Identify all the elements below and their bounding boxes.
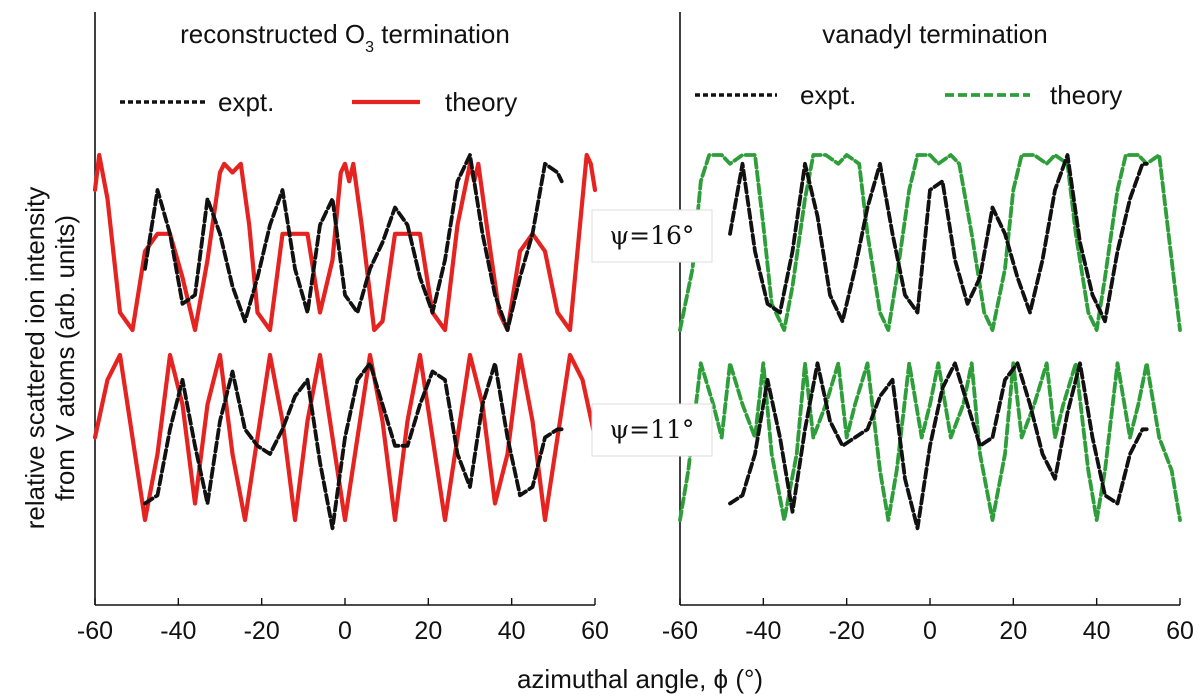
panel-o3: -60 -40 -20 0 20 40 60 reconstructed O3 termina… <box>77 12 609 645</box>
o3-legend-label: theory <box>445 87 517 117</box>
psi-16-label: ψ=16° <box>591 209 713 263</box>
o3-x-tick-label: -60 <box>77 617 113 645</box>
y-axis-title-line-2: from V atoms (arb. units) <box>50 215 80 501</box>
vanadyl-x-tick-label: 20 <box>999 617 1027 645</box>
o3-psi16-theory-line <box>92 152 598 333</box>
o3-panel-title: reconstructed O3 termination <box>180 19 510 56</box>
psi-16-text: ψ=16° <box>610 221 695 250</box>
vanadyl-legend-label: theory <box>1050 80 1122 110</box>
vanadyl-x-tick-label: 0 <box>923 617 937 645</box>
o3-psi11-theory-line <box>92 352 598 523</box>
y-axis-title-line-1: relative scattered ion intensity <box>20 187 50 530</box>
o3-x-tick-label: -20 <box>244 617 280 645</box>
vanadyl-psi16-theory-line <box>678 153 1182 332</box>
vanadyl-psi11-expt-line <box>728 361 1149 531</box>
vanadyl-panel-title: vanadyl termination <box>822 19 1047 49</box>
vanadyl-psi11-theory-line <box>678 361 1182 522</box>
x-axis-title: azimuthal angle, ϕ (°) <box>517 664 763 694</box>
o3-x-tick-label: 0 <box>338 617 352 645</box>
o3-x-tick-label: 40 <box>498 617 526 645</box>
vanadyl-legend-label: expt. <box>800 80 856 110</box>
o3-psi11-expt-line <box>143 361 564 531</box>
vanadyl-x-tick-label: 60 <box>1166 617 1194 645</box>
psi-11-text: ψ=11° <box>610 415 695 444</box>
o3-x-tick-label: 20 <box>414 617 442 645</box>
vanadyl-x-tick-label: 40 <box>1083 617 1111 645</box>
o3-legend-label: expt. <box>218 87 274 117</box>
vanadyl-x-tick-label: -20 <box>829 617 865 645</box>
o3-x-tick-label: 60 <box>581 617 609 645</box>
vanadyl-x-tick-label: -40 <box>745 617 781 645</box>
plot-panels: -60 -40 -20 0 20 40 60 reconstructed O3 termina… <box>77 12 1194 645</box>
vanadyl-psi16-expt-line <box>728 153 1149 324</box>
o3-x-tick-label: -40 <box>160 617 196 645</box>
vanadyl-x-tick-label: -60 <box>662 617 698 645</box>
panel-vanadyl: -60 -40 -20 0 20 40 60 vanadyl termination expt.… <box>662 12 1194 645</box>
psi-11-label: ψ=11° <box>591 403 713 457</box>
o3-psi16-expt-line <box>143 153 564 332</box>
